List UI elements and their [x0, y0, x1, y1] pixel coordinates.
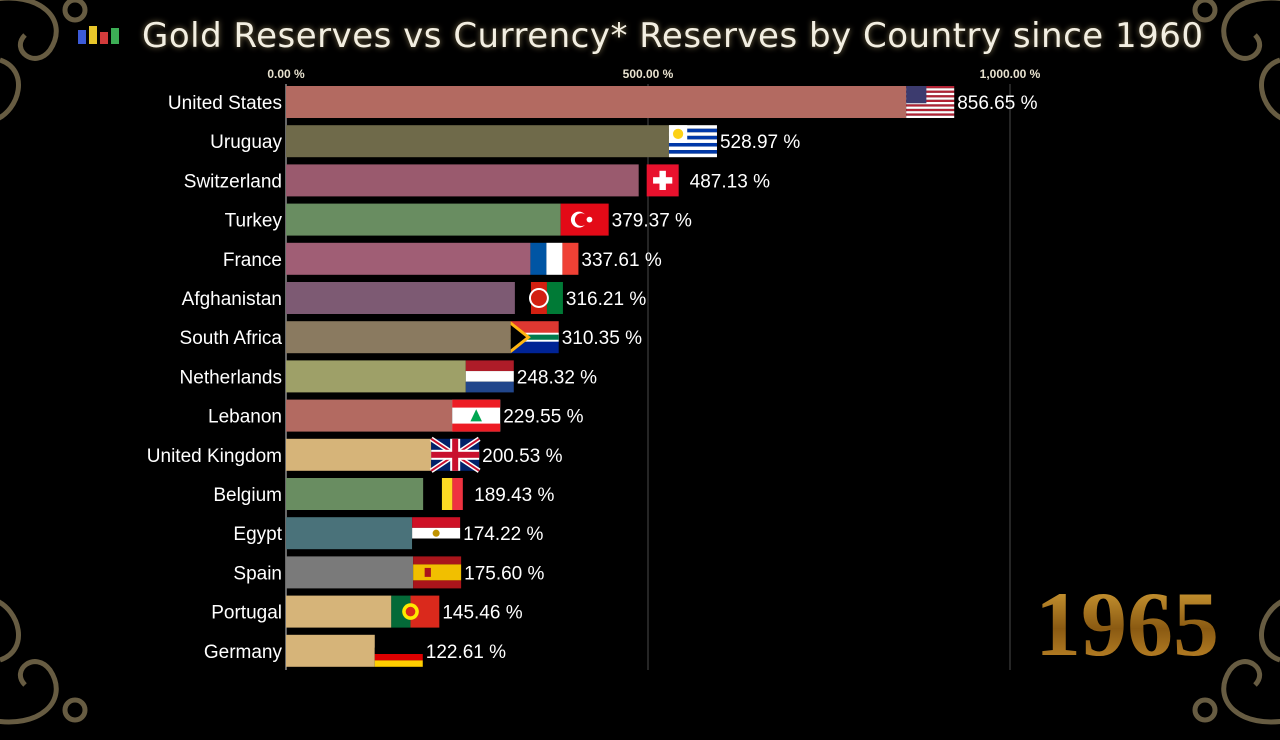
bar	[286, 86, 907, 118]
bar	[286, 517, 413, 550]
egypt-flag-icon	[412, 517, 461, 550]
ornament-top-left	[0, 0, 130, 130]
bar-chart: 0.00 % 500.00 % 1,000.00 % United States 856…	[147, 67, 1041, 670]
value-label: 316.21 %	[566, 289, 646, 310]
spain-flag-icon	[413, 556, 462, 589]
value-label: 856.65 %	[957, 93, 1037, 114]
uk-flag-icon	[429, 436, 481, 473]
bar	[286, 634, 375, 667]
category-label: Lebanon	[208, 407, 282, 428]
value-label: 487.13 %	[690, 171, 770, 192]
bar	[286, 164, 639, 197]
value-label: 528.97 %	[720, 132, 800, 153]
portugal-flag-icon	[391, 595, 440, 628]
switzerland-flag-icon	[646, 164, 679, 197]
category-label: South Africa	[180, 328, 283, 349]
value-label: 310.35 %	[562, 328, 642, 349]
turkey-flag-icon	[560, 203, 609, 236]
belgium-flag-icon	[431, 478, 463, 510]
value-label: 122.61 %	[426, 642, 506, 663]
channel-logo-icon	[78, 26, 119, 44]
bar	[286, 203, 561, 236]
south-africa-flag-icon	[510, 321, 559, 354]
netherlands-flag-icon	[465, 360, 514, 393]
category-label: Switzerland	[184, 171, 282, 192]
bar	[286, 478, 424, 510]
us-flag-icon	[906, 86, 955, 118]
lebanon-flag-icon	[452, 399, 501, 432]
category-label: Egypt	[233, 524, 282, 545]
value-label: 337.61 %	[581, 250, 661, 271]
x-tick-label: 500.00 %	[623, 67, 674, 81]
bar	[286, 595, 392, 628]
category-label: Portugal	[211, 603, 282, 624]
bar	[286, 556, 414, 589]
france-flag-icon	[530, 242, 579, 275]
category-label: Uruguay	[210, 132, 282, 153]
x-tick-label: 0.00 %	[267, 67, 305, 81]
value-label: 200.53 %	[482, 446, 562, 467]
category-label: Spain	[233, 563, 282, 584]
value-label: 189.43 %	[474, 485, 554, 506]
category-label: United States	[168, 93, 282, 114]
value-label: 174.22 %	[463, 524, 543, 545]
category-label: Belgium	[213, 485, 282, 506]
category-label: Netherlands	[180, 367, 282, 388]
value-label: 145.46 %	[442, 603, 522, 624]
ornament-top-right	[1150, 0, 1280, 130]
bar	[286, 282, 515, 314]
year-label: 1965	[1035, 573, 1219, 675]
germany-flag-icon	[374, 647, 423, 667]
category-label: Turkey	[225, 211, 283, 232]
x-tick-label: 1,000.00 %	[980, 67, 1041, 81]
category-label: United Kingdom	[147, 446, 282, 467]
uruguay-flag-icon	[668, 125, 717, 158]
value-label: 248.32 %	[517, 367, 597, 388]
afghanistan-flag-icon	[514, 282, 563, 314]
category-label: France	[223, 250, 282, 271]
value-label: 175.60 %	[464, 563, 544, 584]
category-label: Germany	[204, 642, 283, 663]
value-label: 229.55 %	[503, 407, 583, 428]
bar	[286, 242, 531, 275]
bar	[286, 438, 432, 471]
bar	[286, 399, 453, 432]
value-label: 379.37 %	[612, 211, 692, 232]
bar	[286, 125, 669, 158]
category-label: Afghanistan	[182, 289, 282, 310]
chart-title: Gold Reserves vs Currency* Reserves by C…	[142, 16, 1204, 56]
bar	[286, 321, 511, 354]
bar	[286, 360, 466, 393]
